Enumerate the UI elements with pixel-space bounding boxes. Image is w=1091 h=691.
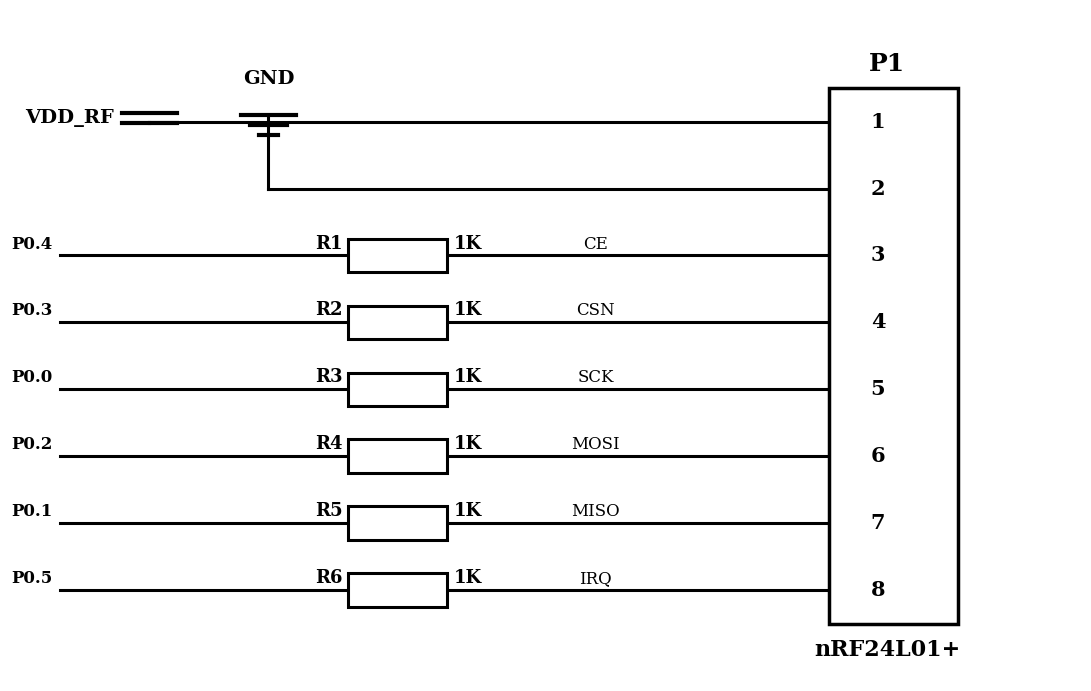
Text: R5: R5	[315, 502, 343, 520]
Text: 3: 3	[871, 245, 885, 265]
Text: 1K: 1K	[454, 435, 482, 453]
Bar	[348, 238, 447, 272]
Text: 1K: 1K	[454, 368, 482, 386]
Text: P0.4: P0.4	[11, 236, 52, 252]
Text: R2: R2	[315, 301, 343, 319]
Text: 1K: 1K	[454, 234, 482, 252]
Text: SCK: SCK	[577, 370, 614, 386]
Text: P1: P1	[868, 53, 906, 76]
Text: nRF24L01+: nRF24L01+	[814, 638, 960, 661]
Text: P0.0: P0.0	[11, 370, 52, 386]
Text: CSN: CSN	[576, 303, 615, 319]
Text: IRQ: IRQ	[579, 570, 612, 587]
Text: R6: R6	[315, 569, 343, 587]
Bar	[348, 372, 447, 406]
Text: R3: R3	[315, 368, 343, 386]
Text: 1K: 1K	[454, 301, 482, 319]
Bar	[348, 507, 447, 540]
Bar	[829, 88, 958, 624]
Bar	[348, 439, 447, 473]
Text: P0.1: P0.1	[11, 503, 52, 520]
Text: MISO: MISO	[572, 503, 620, 520]
Bar	[348, 574, 447, 607]
Text: P0.2: P0.2	[11, 437, 52, 453]
Text: CE: CE	[584, 236, 609, 252]
Text: MOSI: MOSI	[572, 437, 620, 453]
Text: P0.3: P0.3	[11, 303, 52, 319]
Text: 1K: 1K	[454, 502, 482, 520]
Text: 1K: 1K	[454, 569, 482, 587]
Text: 8: 8	[871, 580, 885, 600]
Text: 7: 7	[871, 513, 885, 533]
Text: 6: 6	[871, 446, 885, 466]
Text: R4: R4	[315, 435, 343, 453]
Text: 1: 1	[871, 111, 885, 131]
Text: 4: 4	[871, 312, 885, 332]
Text: VDD_RF: VDD_RF	[25, 109, 113, 127]
Text: R1: R1	[315, 234, 343, 252]
Text: 2: 2	[871, 178, 885, 198]
Text: P0.5: P0.5	[11, 570, 52, 587]
Text: 5: 5	[871, 379, 885, 399]
Bar	[348, 305, 447, 339]
Text: GND: GND	[242, 70, 295, 88]
